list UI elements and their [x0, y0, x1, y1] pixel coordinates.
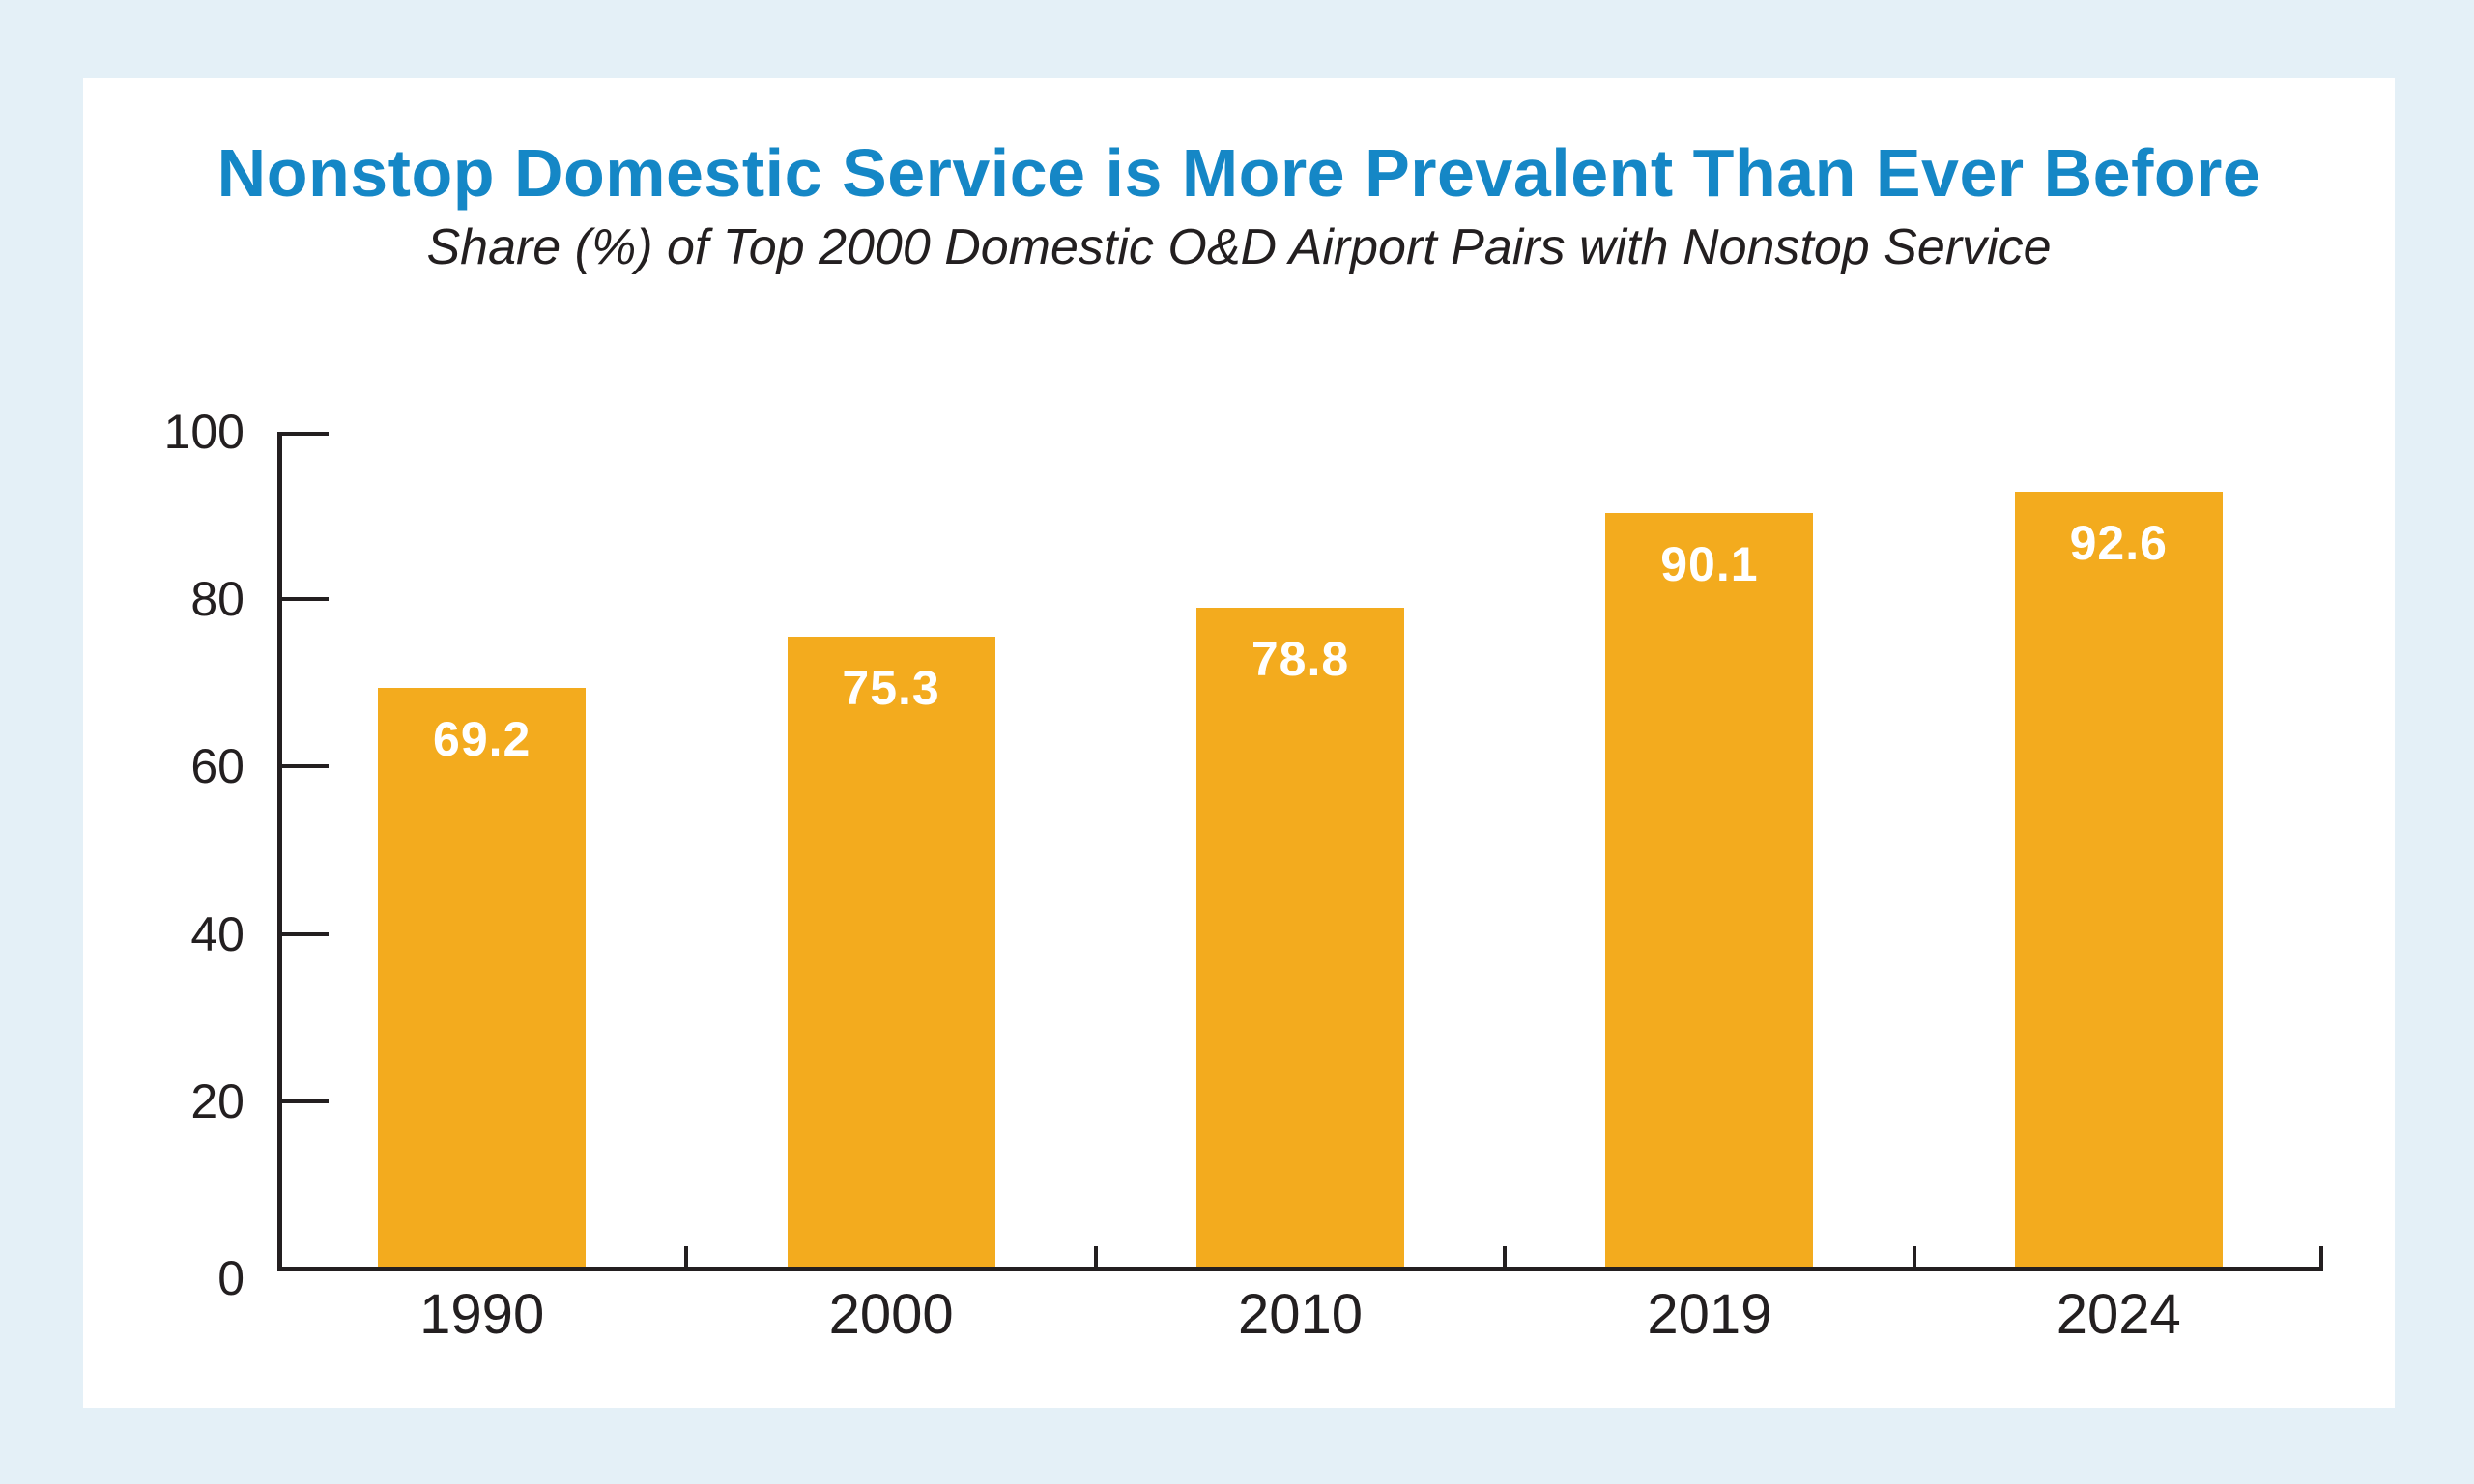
x-axis-category-label-2024: 2024	[2056, 1283, 2181, 1346]
y-tick-mark-40	[277, 931, 329, 936]
bar-1990: 69.2	[378, 687, 587, 1267]
bar-value-label-2010: 78.8	[1251, 631, 1350, 686]
bar-2010: 78.8	[1196, 607, 1404, 1267]
x-axis-category-label-2000: 2000	[828, 1283, 954, 1346]
x-axis-category-label-2010: 2010	[1237, 1283, 1363, 1346]
x-axis-category-label-1990: 1990	[419, 1283, 545, 1346]
bar-2019: 90.1	[1605, 512, 1814, 1267]
x-axis-category-label-2019: 2019	[1647, 1283, 1772, 1346]
y-axis-tick-label-80: 80	[190, 572, 245, 627]
x-tick-mark-3	[1503, 1246, 1508, 1268]
y-axis-tick-label-60: 60	[190, 739, 245, 794]
x-tick-mark-4	[1912, 1246, 1916, 1268]
y-axis-line	[277, 432, 282, 1271]
y-axis-tick-label-0: 0	[217, 1251, 245, 1305]
y-tick-mark-20	[277, 1099, 329, 1103]
y-tick-mark-60	[277, 764, 329, 769]
y-axis-tick-label-40: 40	[190, 906, 245, 961]
bar-2024: 92.6	[2014, 492, 2223, 1267]
y-tick-mark-100	[277, 432, 329, 436]
plot-area: 69.2 1990 75.3 2000 78.8 2010 90.1 2019 92.6 2024…	[164, 408, 2323, 1343]
x-axis-line	[277, 1267, 2323, 1271]
chart-title: Nonstop Domestic Service is More Prevale…	[216, 135, 2261, 211]
bar-value-label-1990: 69.2	[433, 711, 532, 766]
bar-value-label-2000: 75.3	[842, 660, 940, 715]
y-axis-tick-label-20: 20	[190, 1073, 245, 1128]
x-tick-mark-2	[1093, 1246, 1098, 1268]
x-tick-mark-1	[684, 1246, 689, 1268]
y-axis-tick-label-100: 100	[163, 405, 245, 459]
y-tick-mark-80	[277, 597, 329, 602]
x-tick-mark-5	[2319, 1246, 2323, 1268]
bar-value-label-2024: 92.6	[2069, 516, 2168, 571]
bar-value-label-2019: 90.1	[1660, 536, 1759, 591]
chart-subtitle: Share (%) of Top 2000 Domestic O&D Airpo…	[426, 219, 2052, 275]
bar-2000: 75.3	[787, 636, 995, 1267]
chart-card: Nonstop Domestic Service is More Prevale…	[83, 78, 2395, 1408]
